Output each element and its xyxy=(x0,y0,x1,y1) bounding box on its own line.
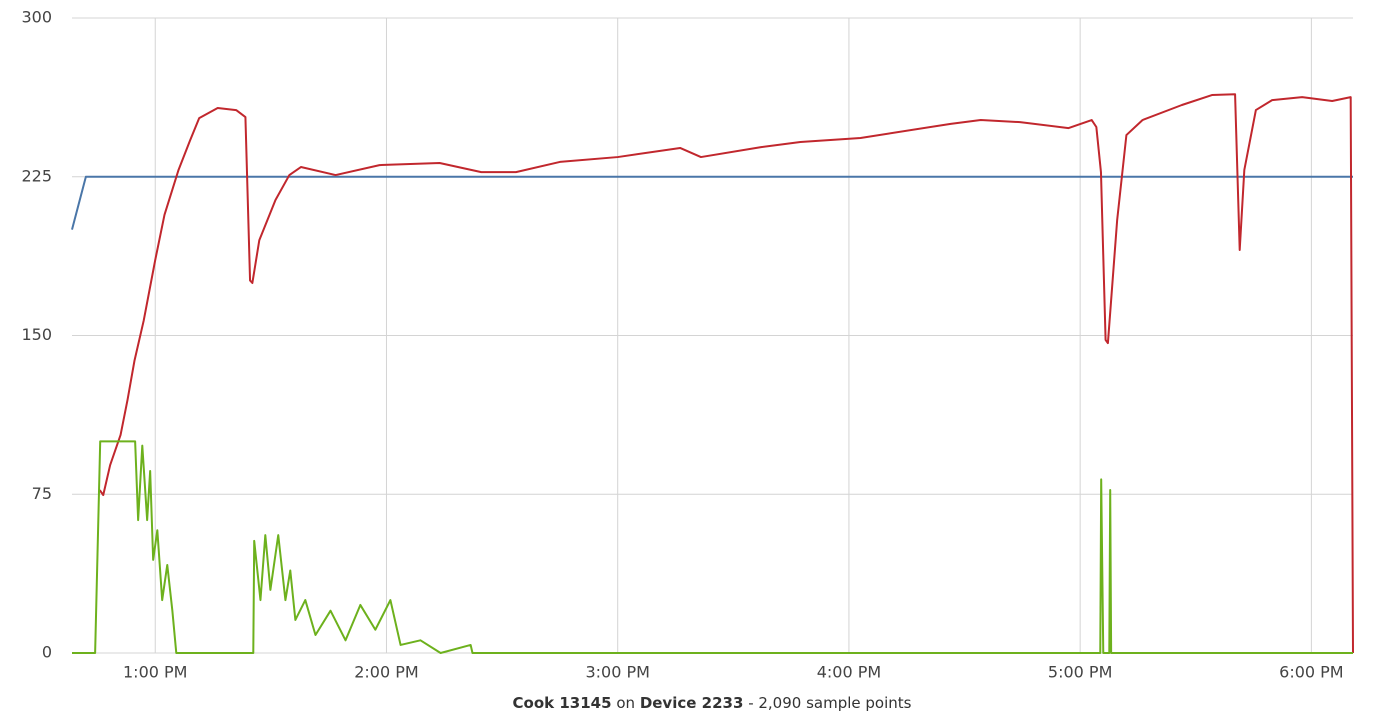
x-tick-label: 4:00 PM xyxy=(817,663,881,682)
series-line xyxy=(71,175,1353,230)
device-label: Device 2233 xyxy=(640,694,744,712)
x-tick-label: 3:00 PM xyxy=(585,663,649,682)
x-tick-label: 2:00 PM xyxy=(354,663,418,682)
y-tick-label: 225 xyxy=(21,166,52,185)
x-tick-label: 1:00 PM xyxy=(123,663,187,682)
sample-count: - 2,090 sample points xyxy=(748,694,911,712)
series-line xyxy=(72,440,1353,654)
cook-label: Cook 13145 xyxy=(513,694,612,712)
y-tick-label: 300 xyxy=(21,8,52,27)
x-tick-label: 5:00 PM xyxy=(1048,663,1112,682)
caption-joiner: on xyxy=(616,694,635,712)
y-tick-label: 150 xyxy=(21,325,52,344)
y-tick-label: 0 xyxy=(42,643,52,662)
chart-caption: Cook 13145 on Device 2233 - 2,090 sample… xyxy=(513,694,912,712)
x-tick-label: 6:00 PM xyxy=(1279,663,1343,682)
y-tick-label: 75 xyxy=(32,484,52,503)
series-line xyxy=(98,93,1354,654)
